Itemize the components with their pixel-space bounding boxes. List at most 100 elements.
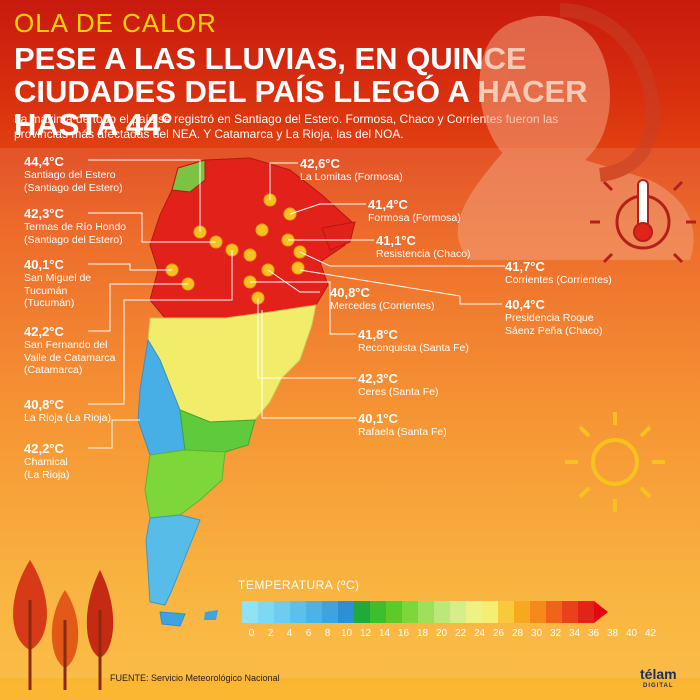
temperature-value: 44,4°C [24, 154, 64, 169]
city-name: Santiago del Estero (Santiago del Estero… [24, 169, 123, 194]
scale-tick-label: 4 [286, 628, 293, 639]
source-note: FUENTE: Servicio Meteorológico Nacional [110, 673, 280, 683]
temperature-value: 42,2°C [24, 441, 64, 456]
temperature-value: 40,1°C [24, 257, 64, 272]
reading-santiago-del-estero: 44,4°C Santiago del Estero (Santiago del… [24, 154, 123, 194]
scale-tick-label: 36 [587, 628, 600, 639]
scale-tick-label: 28 [511, 628, 524, 639]
city-name: Presidencia Roque Sáenz Peña (Chaco) [505, 312, 603, 337]
region-south [144, 449, 226, 519]
city-name: Chamical (La Rioja) [24, 456, 70, 481]
scale-segment [306, 601, 322, 623]
city-name: La Rioja (La Rioja) [24, 412, 111, 424]
scale-segment [386, 601, 402, 623]
temperature-value: 41,8°C [358, 327, 398, 342]
scale-tick-label: 2 [267, 628, 274, 639]
city-name: Reconquista (Santa Fe) [358, 342, 469, 354]
temperature-value: 42,3°C [24, 206, 64, 221]
reading-la-rioja: 40,8°C La Rioja (La Rioja) [24, 397, 111, 425]
reading-termas-de-rio-hondo: 42,3°C Termas de Río Hondo (Santiago del… [24, 206, 126, 246]
scale-segment [498, 601, 514, 623]
reading-reconquista: 41,8°C Reconquista (Santa Fe) [358, 327, 469, 355]
scale-tick-label: 14 [378, 628, 391, 639]
scale-tick-label: 24 [473, 628, 486, 639]
scale-tick-label: 18 [416, 628, 429, 639]
reading-las-lomitas: 42,6°C La Lomitas (Formosa) [300, 156, 403, 184]
scale-tick-label: 10 [340, 628, 353, 639]
scale-tick-label: 12 [359, 628, 372, 639]
scale-tick-label: 22 [454, 628, 467, 639]
region-tierra-del-fuego [159, 611, 186, 627]
temperature-value: 41,4°C [368, 197, 408, 212]
scale-tick-label: 38 [606, 628, 619, 639]
city-name: La Lomitas (Formosa) [300, 171, 403, 183]
temperature-value: 40,8°C [330, 285, 370, 300]
scale-tick-label: 16 [397, 628, 410, 639]
city-marker [255, 223, 269, 237]
city-name: Resistencia (Chaco) [376, 248, 471, 260]
city-name: Termas de Río Hondo (Santiago del Estero… [24, 221, 127, 246]
temperature-value: 41,7°C [505, 259, 545, 274]
scale-segment [578, 601, 594, 623]
reading-saenz-pena: 40,4°C Presidencia Roque Sáenz Peña (Cha… [505, 297, 602, 337]
temperature-value: 42,6°C [300, 156, 340, 171]
thermometer-sun-icon [590, 179, 696, 264]
scale-segment [418, 601, 434, 623]
scale-segment [482, 601, 498, 623]
scale-segment [354, 601, 370, 623]
city-name: Mercedes (Corrientes) [330, 300, 435, 312]
scale-segment [450, 601, 466, 623]
scale-segment [322, 601, 338, 623]
tree-illustration [13, 560, 114, 690]
reading-corrientes: 41,7°C Corrientes (Corrientes) [505, 259, 612, 287]
scale-tick-label: 34 [568, 628, 581, 639]
scale-arrow-icon [594, 601, 608, 623]
brand-logo: télam DIGITAL [640, 666, 677, 692]
scale-tick-label: 0 [248, 628, 255, 639]
city-name: San Fernando del Valle de Catamarca (Cat… [24, 339, 116, 376]
scale-tick-label: 30 [530, 628, 543, 639]
city-name: Formosa (Formosa) [368, 212, 461, 224]
scale-segment [242, 601, 258, 623]
temperature-value: 42,2°C [24, 324, 64, 339]
scale-segment [546, 601, 562, 623]
reading-chamical: 42,2°C Chamical (La Rioja) [24, 441, 70, 481]
region-patagonia [145, 514, 201, 606]
woman-illustration [457, 3, 694, 260]
scale-tick-label: 32 [549, 628, 562, 639]
city-marker [291, 261, 305, 275]
scale-tick-label: 20 [435, 628, 448, 639]
kicker: OLA DE CALOR [14, 8, 217, 38]
scale-segment [530, 601, 546, 623]
temperature-value: 42,3°C [358, 371, 398, 386]
city-sun-markers [165, 193, 307, 305]
reading-catamarca: 42,2°C San Fernando del Valle de Catamar… [24, 324, 115, 377]
scale-segment [370, 601, 386, 623]
temperature-value: 40,8°C [24, 397, 64, 412]
scale-segment [290, 601, 306, 623]
scale-tick-label: 26 [492, 628, 505, 639]
scale-segment [338, 601, 354, 623]
scale-segment [258, 601, 274, 623]
province-shapes [137, 157, 356, 627]
reading-rafaela: 40,1°C Rafaela (Santa Fe) [358, 411, 447, 439]
legend-title: TEMPERATURA (ºC) [238, 578, 360, 592]
scale-segment [466, 601, 482, 623]
reading-san-miguel-de-tucuman: 40,1°C San Miguel de Tucumán (Tucumán) [24, 257, 91, 310]
city-name: Rafaela (Santa Fe) [358, 426, 447, 438]
leader-lines [88, 159, 505, 449]
scale-segment [402, 601, 418, 623]
temperature-ticks: 0 2 4 6 8 10 12 14 16 18 20 22 24 26 28 30 32 34 36 38 40 42 [242, 628, 660, 639]
city-name: Corrientes (Corrientes) [505, 274, 612, 286]
city-name: Ceres (Santa Fe) [358, 386, 439, 398]
scale-tick-label: 8 [324, 628, 331, 639]
scale-tick-label: 6 [305, 628, 312, 639]
temperature-value: 40,4°C [505, 297, 545, 312]
brand-name: télam [640, 666, 677, 682]
brand-sub: DIGITAL [643, 683, 674, 689]
reading-resistencia: 41,1°C Resistencia (Chaco) [376, 233, 471, 261]
reading-ceres: 42,3°C Ceres (Santa Fe) [358, 371, 439, 399]
region-misiones [321, 221, 356, 251]
scale-segment [562, 601, 578, 623]
